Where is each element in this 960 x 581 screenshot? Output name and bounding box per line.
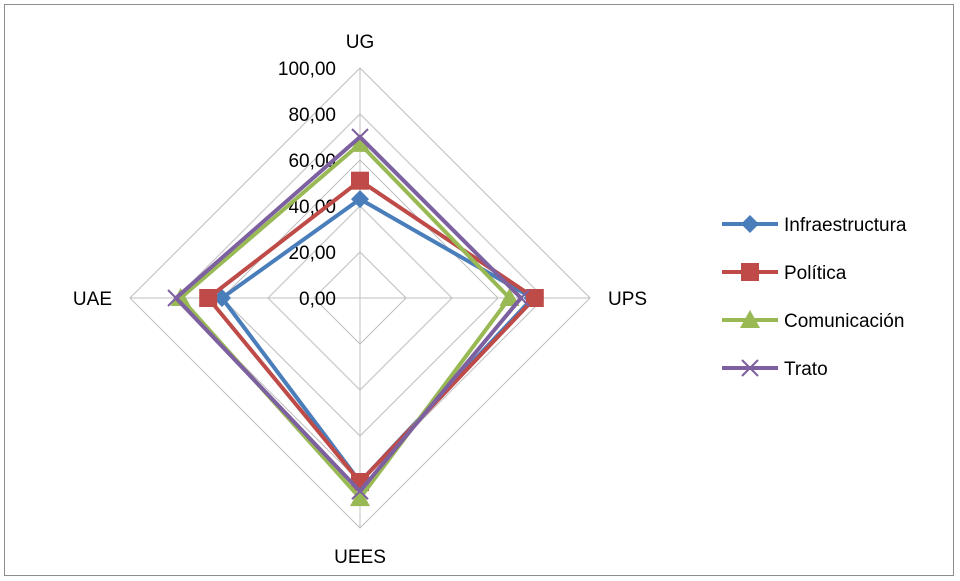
data-point <box>499 288 520 306</box>
axis-label-uae: UAE <box>73 289 112 310</box>
data-point <box>350 488 370 507</box>
legend-label: Infraestructura <box>784 215 907 236</box>
legend-marker <box>741 359 759 377</box>
series-comunicación <box>170 133 520 507</box>
axis-label-ug: UG <box>346 32 375 53</box>
series-group <box>167 128 544 507</box>
legend-label: Trato <box>784 359 828 380</box>
legend-item: Infraestructura <box>722 215 907 236</box>
legend-marker <box>740 310 760 328</box>
tick-label: 20,00 <box>288 243 336 264</box>
data-point <box>351 482 369 500</box>
data-point <box>351 171 369 190</box>
chart-frame <box>4 4 954 576</box>
tick-label: 0,00 <box>299 289 336 310</box>
series-line <box>178 141 512 501</box>
data-point <box>170 288 191 306</box>
axis-label-uees: UEES <box>334 547 386 568</box>
radar-grid <box>129 67 591 529</box>
data-point <box>525 289 544 307</box>
axis-labels: UG UPS UEES UAE <box>73 32 647 568</box>
data-point <box>512 289 530 307</box>
tick-label: 80,00 <box>288 105 336 126</box>
legend: Infraestructura Política Comunicación Trato <box>722 215 907 380</box>
tick-label: 40,00 <box>288 197 336 218</box>
series-trato <box>167 128 530 500</box>
legend-item: Comunicación <box>722 310 904 332</box>
data-point <box>351 190 369 209</box>
legend-item: Política <box>722 263 847 284</box>
tick-label: 100,00 <box>278 59 336 80</box>
series-política <box>199 171 544 491</box>
data-point <box>350 133 370 152</box>
legend-item: Trato <box>722 359 828 380</box>
data-point <box>199 289 218 307</box>
data-point <box>213 289 231 307</box>
legend-label: Política <box>784 263 847 284</box>
legend-label: Comunicación <box>784 311 904 332</box>
data-point <box>351 128 369 146</box>
legend-marker <box>741 215 759 233</box>
legend-marker <box>741 263 759 281</box>
axis-label-ups: UPS <box>608 289 647 310</box>
data-point <box>167 289 185 307</box>
